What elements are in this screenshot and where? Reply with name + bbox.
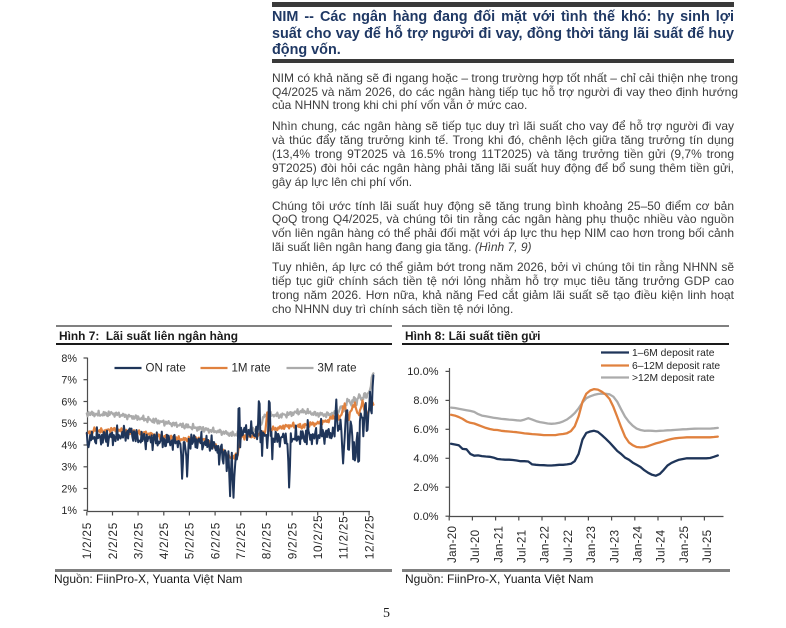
svg-text:2%: 2%: [61, 483, 77, 495]
svg-text:Jan-24: Jan-24: [632, 525, 645, 563]
svg-text:Jul-25: Jul-25: [701, 530, 714, 563]
svg-text:>12M deposit rate: >12M deposit rate: [632, 373, 715, 384]
svg-text:3/2/25: 3/2/25: [131, 522, 145, 559]
svg-text:1M rate: 1M rate: [232, 363, 271, 375]
svg-text:8%: 8%: [61, 353, 77, 365]
svg-text:11/2/25: 11/2/25: [337, 516, 351, 560]
svg-text:0.0%: 0.0%: [413, 511, 438, 523]
svg-text:4/2/25: 4/2/25: [157, 522, 171, 559]
svg-text:12/2/25: 12/2/25: [362, 515, 376, 560]
svg-text:10/2/25: 10/2/25: [311, 515, 325, 560]
svg-text:Jul-20: Jul-20: [469, 530, 482, 563]
svg-text:Jul-21: Jul-21: [516, 530, 529, 563]
svg-text:6–12M deposit rate: 6–12M deposit rate: [632, 361, 720, 372]
svg-text:4%: 4%: [61, 440, 77, 452]
svg-text:ON rate: ON rate: [146, 363, 186, 375]
svg-text:9/2/25: 9/2/25: [285, 522, 299, 559]
svg-text:Jan-22: Jan-22: [539, 526, 552, 563]
svg-text:7%: 7%: [61, 375, 77, 387]
svg-text:Jul-22: Jul-22: [562, 530, 575, 563]
svg-text:5/2/25: 5/2/25: [183, 522, 197, 559]
svg-text:8.0%: 8.0%: [413, 395, 438, 407]
svg-text:4.0%: 4.0%: [413, 453, 438, 465]
svg-text:2.0%: 2.0%: [413, 482, 438, 494]
svg-text:Jul-23: Jul-23: [608, 530, 621, 563]
svg-text:Jan-23: Jan-23: [585, 526, 598, 563]
svg-text:7/2/25: 7/2/25: [234, 522, 248, 559]
svg-text:10.0%: 10.0%: [407, 366, 438, 378]
svg-text:5%: 5%: [61, 418, 77, 430]
svg-text:Jan-20: Jan-20: [446, 526, 459, 563]
svg-text:Jan-25: Jan-25: [678, 526, 691, 563]
svg-text:6.0%: 6.0%: [413, 424, 438, 436]
svg-text:3M rate: 3M rate: [318, 363, 357, 375]
svg-text:1/2/25: 1/2/25: [80, 522, 94, 559]
svg-text:1–6M deposit rate: 1–6M deposit rate: [632, 348, 715, 359]
svg-text:6/2/25: 6/2/25: [208, 522, 222, 559]
svg-text:Jul-24: Jul-24: [655, 529, 668, 563]
svg-text:Jan-21: Jan-21: [492, 526, 505, 563]
svg-text:6%: 6%: [61, 396, 77, 408]
svg-text:3%: 3%: [61, 462, 77, 474]
svg-text:8/2/25: 8/2/25: [260, 522, 274, 559]
svg-text:2/2/25: 2/2/25: [106, 522, 120, 559]
svg-text:1%: 1%: [61, 505, 77, 517]
